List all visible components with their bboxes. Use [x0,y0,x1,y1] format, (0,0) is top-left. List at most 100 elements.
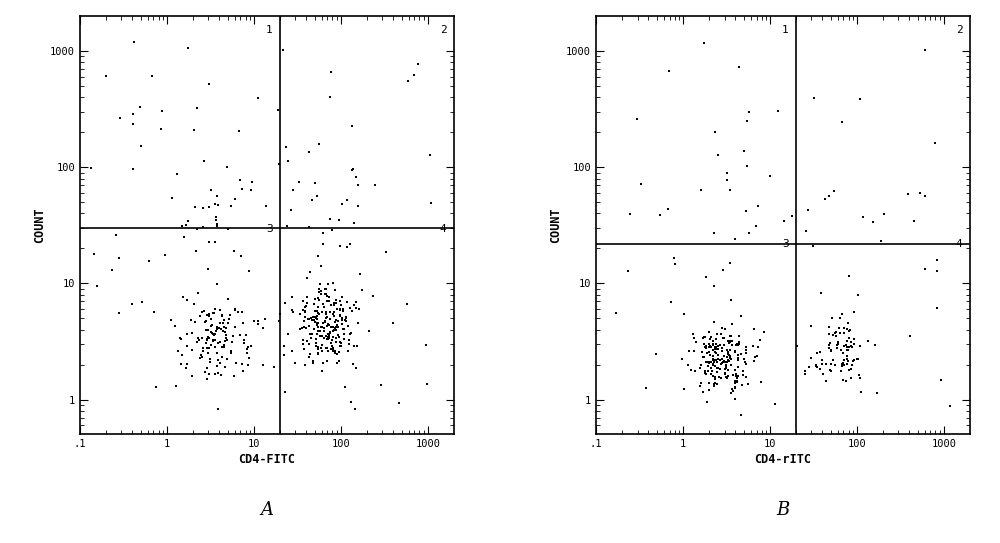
Point [809,363,825,372]
Point [157,251,173,260]
Point [318,332,334,340]
Point [246,317,262,325]
Point [707,348,723,356]
Point [825,355,841,364]
X-axis label: CD4-rITC: CD4-rITC [755,453,812,466]
Point [301,340,317,349]
Point [111,308,127,317]
Point [319,344,335,352]
Point [325,326,341,335]
Point [812,348,828,356]
Point [797,369,813,378]
Point [703,343,719,351]
Point [315,239,331,248]
Point [299,337,315,346]
Point [329,350,345,358]
Point [741,108,757,117]
Point [172,334,188,343]
Point [704,367,720,376]
Point [830,339,846,348]
Text: 3: 3 [266,224,273,234]
Point [111,253,127,262]
Point [174,221,190,230]
Point [373,380,389,389]
Point [705,345,721,354]
Point [821,192,837,200]
Point [851,371,867,380]
Point [327,324,343,333]
Point [710,344,726,353]
Point [317,317,333,325]
Point [133,142,149,150]
Point [305,358,321,367]
Point [199,311,215,319]
Point [706,381,722,390]
Point [698,342,714,350]
Point [306,324,322,333]
Point [736,355,752,363]
Point [297,307,313,315]
Point [833,345,849,354]
Point [324,336,340,345]
Point [695,352,711,361]
Point [108,231,124,240]
Point [315,359,331,368]
Point [318,310,334,318]
Point [295,306,311,314]
Point [255,361,271,369]
Point [700,367,716,375]
Point [365,291,381,300]
Point [731,63,747,72]
Point [180,217,196,226]
Point [808,362,824,370]
Point [338,314,354,323]
Point [391,399,407,407]
Point [250,317,266,326]
Point [814,359,830,368]
Point [823,347,839,356]
Point [827,361,843,369]
Point [125,119,141,128]
Point [720,371,736,380]
Point [902,331,918,340]
Point [378,248,394,256]
Point [749,352,765,361]
Point [299,273,315,282]
Point [712,365,728,374]
Point [167,321,183,330]
Point [713,330,729,338]
Text: 3: 3 [782,239,789,249]
Point [723,332,739,340]
Point [332,306,348,314]
Point [317,285,333,293]
Point [705,355,721,364]
Point [698,273,714,281]
Point [308,341,324,350]
Point [715,358,731,367]
Point [720,337,736,346]
Point [838,340,854,349]
Point [212,359,228,368]
Point [296,317,312,325]
Point [339,242,355,251]
Point [853,388,869,396]
Point [836,355,852,364]
Point [809,349,825,358]
Point [322,308,338,317]
Point [312,280,328,289]
Point [189,104,205,112]
Point [843,337,859,346]
Point [762,172,778,181]
Point [839,325,855,334]
Point [199,335,215,344]
Point [201,203,217,211]
Point [710,342,726,350]
Point [198,325,214,334]
Point [141,257,157,266]
Point [713,374,729,382]
Point [217,337,233,346]
Point [929,255,945,264]
Point [729,377,745,386]
Point [322,93,338,102]
Point [204,329,220,338]
